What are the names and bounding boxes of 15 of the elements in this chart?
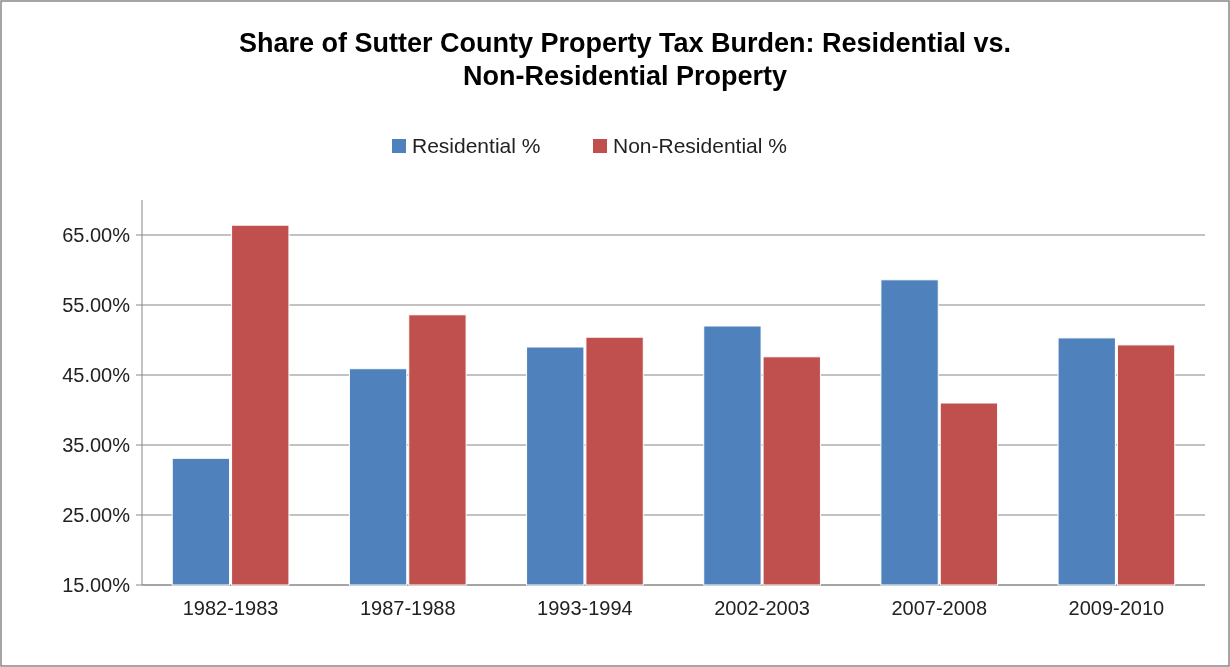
chart-title: Share of Sutter County Property Tax Burden: Residential vs. Non-Residential Property bbox=[238, 28, 1012, 91]
x-tick-label: 1993-1994 bbox=[537, 597, 633, 619]
y-tick-label: 35.00% bbox=[62, 434, 131, 456]
x-tick-label: 1987-1988 bbox=[359, 597, 456, 619]
y-tick-label: 25.00% bbox=[62, 504, 131, 526]
y-tick-label: 65.00% bbox=[62, 224, 131, 246]
x-tick-label: 1982-1983 bbox=[182, 597, 279, 619]
x-tick-label: 2007-2008 bbox=[891, 597, 988, 619]
y-tick-label: 55.00% bbox=[62, 294, 131, 316]
y-tick-label: 15.00% bbox=[62, 574, 131, 596]
x-tick-label: 2002-2003 bbox=[714, 597, 810, 619]
y-tick-label: 45.00% bbox=[62, 364, 131, 386]
legend-label: Residential % bbox=[412, 134, 541, 157]
x-tick-label: 2009-2010 bbox=[1068, 597, 1165, 619]
legend-label: Non-Residential % bbox=[613, 134, 787, 157]
